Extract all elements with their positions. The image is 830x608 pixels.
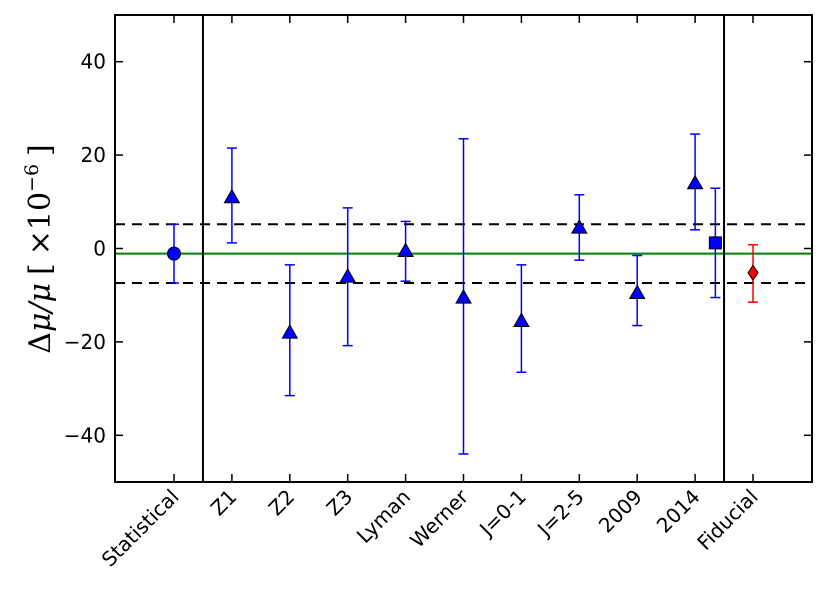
- marker-triangle: [570, 218, 588, 234]
- marker-diamond: [747, 264, 759, 282]
- y-tick-label: 0: [93, 237, 106, 261]
- data-point-7: [570, 194, 588, 261]
- data-point-8: [628, 254, 646, 327]
- y-axis-label-ratio: μ/μ: [23, 283, 58, 332]
- x-tick-label: J=0-1: [473, 485, 531, 543]
- x-tick-label: Statistical: [97, 485, 184, 572]
- marker-triangle: [281, 324, 299, 339]
- marker-triangle: [628, 284, 646, 299]
- marker-triangle: [397, 242, 414, 257]
- x-tick-label: 2014: [652, 485, 705, 538]
- data-point-10: [708, 187, 722, 299]
- x-tick-label: 2009: [594, 485, 647, 538]
- x-tick-label: Lyman: [352, 485, 415, 548]
- y-tick-label: 20: [81, 143, 106, 167]
- y-axis-label-exponent: −6: [21, 164, 43, 192]
- x-tick-label: J=2-5: [531, 485, 589, 543]
- x-tick-label: Z1: [206, 485, 242, 521]
- y-axis-label-times: ×10: [23, 192, 58, 255]
- y-axis-label: Δμ/μ [ ×10−6]: [21, 144, 58, 354]
- y-tick-label: 40: [81, 50, 106, 74]
- y-tick-label: −40: [64, 423, 106, 447]
- y-tick-label: −20: [64, 330, 106, 354]
- data-point-6: [513, 264, 530, 374]
- x-tick-label: Fiducial: [692, 485, 762, 555]
- data-point-1: [223, 147, 241, 244]
- marker-triangle: [223, 188, 241, 204]
- data-point-4: [397, 220, 414, 282]
- plot-area: [115, 15, 812, 482]
- marker-circle: [167, 246, 181, 261]
- data-point-2: [281, 264, 299, 397]
- data-point-11: [747, 244, 759, 303]
- y-axis-label-bracket-close: ]: [23, 144, 58, 156]
- x-tick-label: Z2: [264, 485, 300, 521]
- marker-triangle: [513, 312, 530, 328]
- y-axis-label-bracket-open: [: [23, 263, 58, 275]
- data-point-9: [686, 133, 704, 231]
- marker-triangle: [686, 174, 704, 190]
- data-point-0: [167, 223, 181, 284]
- data-point-5: [455, 138, 472, 455]
- x-tick-label: Z3: [322, 485, 358, 521]
- marker-triangle: [339, 268, 357, 283]
- data-point-3: [339, 207, 357, 347]
- y-axis-label-delta: Δ: [23, 332, 58, 354]
- marker-square: [708, 236, 722, 250]
- x-tick-label: Werner: [405, 484, 473, 552]
- marker-triangle: [455, 289, 472, 304]
